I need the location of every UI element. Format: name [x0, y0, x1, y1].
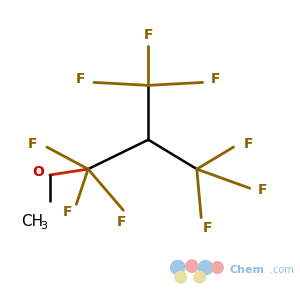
Text: 3: 3 — [40, 220, 47, 230]
Text: F: F — [144, 28, 153, 42]
Circle shape — [194, 272, 206, 283]
Text: F: F — [211, 73, 221, 86]
Text: F: F — [28, 137, 37, 151]
Circle shape — [199, 260, 213, 275]
Text: F: F — [202, 221, 212, 235]
Circle shape — [171, 260, 185, 275]
Circle shape — [175, 272, 187, 283]
Text: F: F — [244, 137, 253, 151]
Circle shape — [186, 260, 198, 272]
Text: CH: CH — [21, 214, 43, 230]
Text: .com: .com — [270, 266, 294, 275]
Text: F: F — [63, 205, 72, 219]
Text: F: F — [76, 73, 86, 86]
Text: F: F — [117, 215, 127, 229]
Text: Chem: Chem — [229, 266, 264, 275]
Text: O: O — [32, 165, 44, 179]
Circle shape — [212, 262, 223, 273]
Text: F: F — [258, 183, 268, 197]
